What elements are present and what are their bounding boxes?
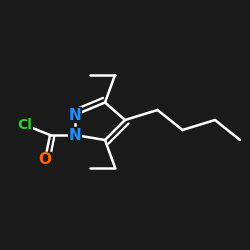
Text: N: N <box>68 128 82 142</box>
Text: N: N <box>68 108 82 122</box>
Text: Cl: Cl <box>18 118 32 132</box>
Text: O: O <box>38 152 52 168</box>
